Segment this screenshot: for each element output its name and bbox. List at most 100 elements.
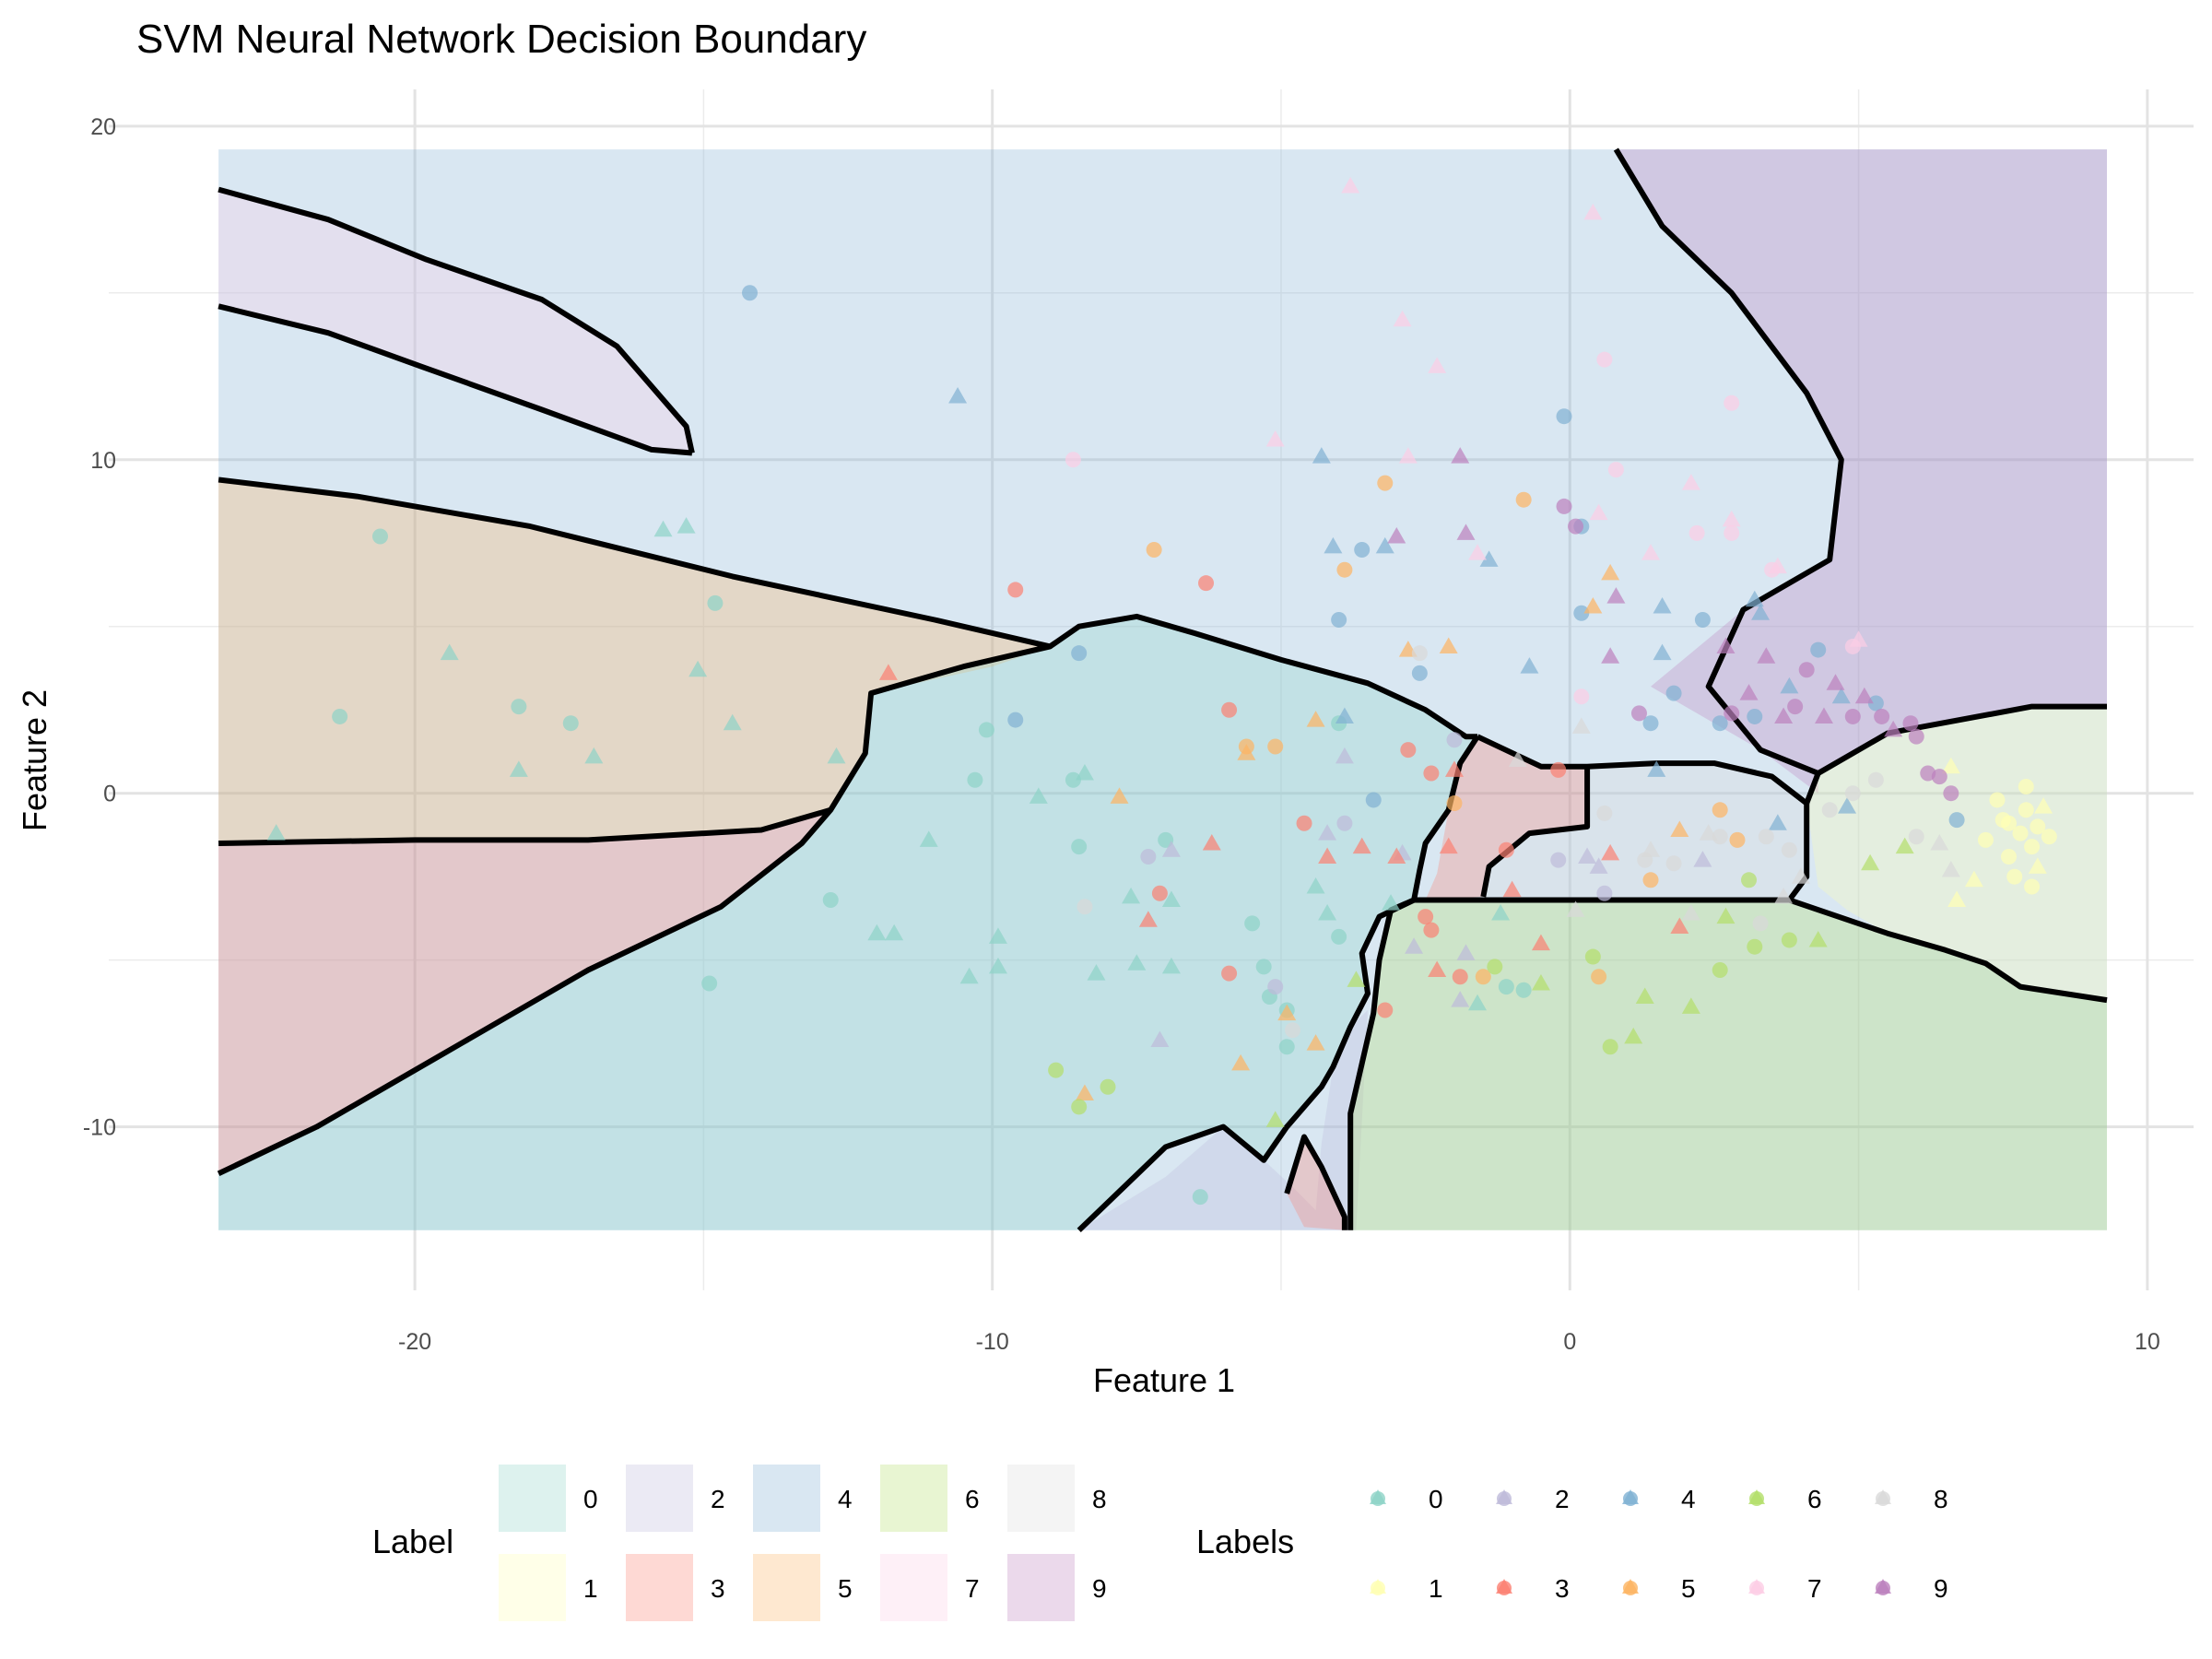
- point-0: [1161, 890, 1181, 908]
- point-1: [2000, 815, 2017, 831]
- point-0: [1244, 915, 1261, 932]
- point-1: [2041, 829, 2057, 845]
- legend-point-key-7: [1748, 1579, 1765, 1595]
- x-tick-label: -20: [398, 1329, 431, 1355]
- point-0: [867, 924, 887, 941]
- point-2: [1318, 824, 1337, 841]
- point-8: [1941, 860, 1960, 877]
- point-8: [1665, 855, 1682, 872]
- point-4: [1642, 715, 1659, 732]
- point-9: [1774, 707, 1794, 724]
- point-4: [1867, 695, 1884, 712]
- boundary-line: [217, 613, 1477, 1177]
- y-tick-label: -10: [83, 1115, 116, 1141]
- point-8: [1752, 915, 1769, 932]
- point-2: [1405, 937, 1424, 954]
- point-0: [332, 708, 348, 724]
- x-axis-title: Feature 1: [1093, 1361, 1235, 1399]
- point-7: [1341, 176, 1360, 194]
- point-6: [1487, 959, 1503, 975]
- point-0: [822, 892, 839, 909]
- point-8: [1908, 829, 1924, 845]
- point-9: [1844, 708, 1861, 724]
- point-1: [2024, 839, 2041, 855]
- point-8: [1930, 833, 1949, 851]
- point-8: [1285, 1022, 1301, 1039]
- point-0: [440, 643, 459, 661]
- point-8: [1867, 771, 1884, 788]
- region-9: [1616, 149, 2107, 794]
- point-8: [1681, 904, 1700, 921]
- point-4: [1331, 611, 1347, 628]
- point-3: [878, 664, 898, 680]
- point-5: [1231, 1053, 1251, 1071]
- point-1: [1947, 890, 1967, 908]
- point-4: [1324, 536, 1343, 554]
- point-6: [1808, 930, 1828, 947]
- point-1: [1977, 831, 1994, 848]
- legend-label-fill: Label 0 1 2 3 4 5 6 7 8 9: [372, 1465, 1107, 1621]
- data-points: [266, 176, 2057, 1206]
- boundary-line: [1480, 766, 1591, 898]
- point-5: [1306, 711, 1325, 727]
- point-3: [1550, 761, 1567, 778]
- point-9: [1943, 785, 1959, 802]
- point-9: [1456, 524, 1476, 540]
- point-0: [1468, 994, 1488, 1011]
- legend-point-key-2: [1496, 1489, 1512, 1506]
- point-5: [1601, 563, 1620, 581]
- point-3: [1670, 917, 1689, 934]
- point-7: [1607, 462, 1624, 478]
- point-0: [1255, 959, 1272, 975]
- point-5: [1146, 541, 1162, 558]
- point-1: [2018, 802, 2034, 818]
- point-0: [266, 824, 286, 841]
- point-3: [1601, 843, 1620, 861]
- point-6: [1861, 853, 1880, 871]
- point-8: [1596, 805, 1613, 821]
- legend-point-label-9: 9: [1934, 1574, 1948, 1603]
- boundary-line: [1284, 1134, 1347, 1230]
- point-4: [1948, 812, 1965, 829]
- point-4: [1653, 643, 1672, 661]
- point-0: [967, 771, 983, 788]
- point-4: [1694, 611, 1711, 628]
- point-6: [1531, 974, 1550, 991]
- point-5: [1267, 738, 1284, 755]
- point-4: [742, 285, 759, 301]
- point-5: [1515, 491, 1532, 508]
- point-9: [1451, 447, 1470, 464]
- point-2: [1456, 944, 1476, 960]
- legend-fill-title: Label: [372, 1523, 453, 1560]
- point-9: [1814, 707, 1833, 724]
- point-7: [1468, 544, 1488, 560]
- point-4: [1007, 712, 1024, 728]
- point-7: [1589, 503, 1608, 521]
- point-2: [1161, 841, 1181, 857]
- point-9: [1606, 587, 1626, 604]
- point-4: [1520, 657, 1539, 674]
- point-3: [1138, 911, 1158, 927]
- axis-ticks: -20 -10 0 10 -10 0 10 20: [83, 114, 2160, 1355]
- point-0: [1498, 979, 1514, 995]
- region-0: [218, 616, 1478, 1230]
- point-0: [1158, 831, 1174, 848]
- point-4: [1747, 708, 1763, 724]
- legend-fill-label-8: 8: [1092, 1485, 1107, 1513]
- point-0: [1087, 964, 1106, 981]
- point-0: [707, 594, 724, 611]
- point-0: [723, 713, 742, 731]
- point-9: [1630, 705, 1647, 722]
- point-2: [1446, 732, 1463, 748]
- y-tick-label: 0: [103, 782, 116, 807]
- point-9: [1874, 708, 1890, 724]
- point-2: [1336, 815, 1353, 831]
- point-2: [1140, 848, 1157, 865]
- chart-title: SVM Neural Network Decision Boundary: [136, 17, 866, 62]
- point-4: [1365, 792, 1382, 808]
- point-5: [1475, 969, 1491, 985]
- region-8: [1483, 763, 1807, 900]
- point-1: [2000, 848, 2017, 865]
- legend-point-label-7: 7: [1807, 1574, 1822, 1603]
- point-0: [919, 830, 938, 847]
